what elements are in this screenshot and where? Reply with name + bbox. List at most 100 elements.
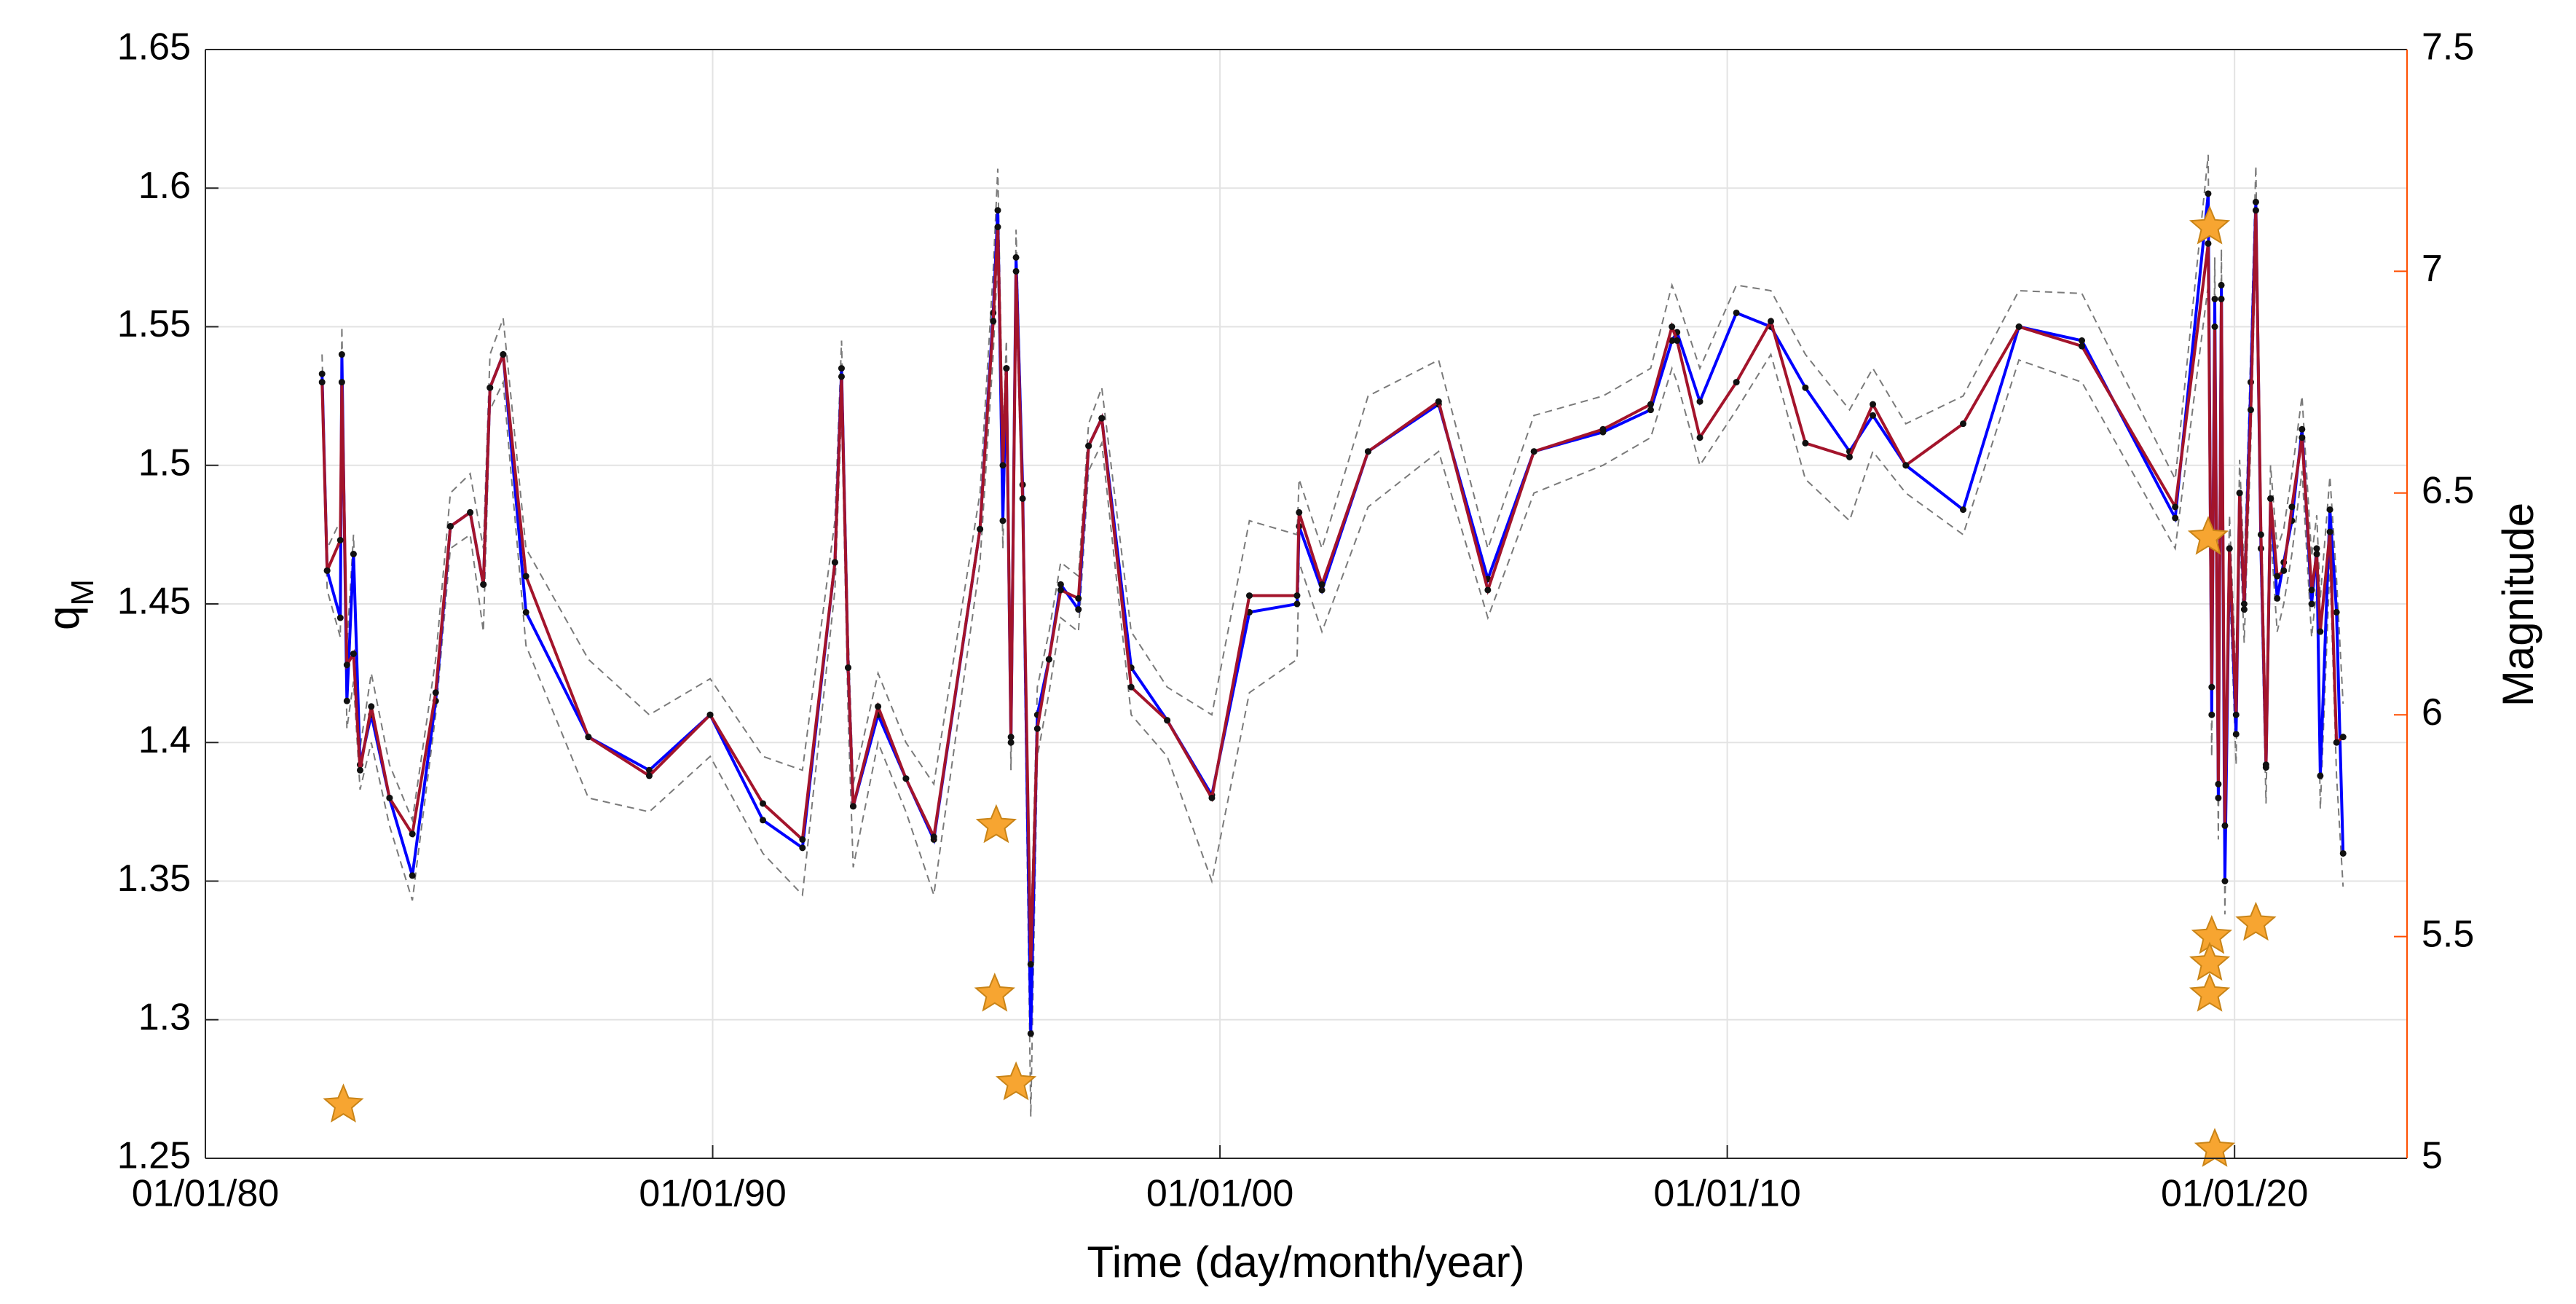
data-point [1802, 439, 1809, 447]
data-point [1085, 442, 1092, 449]
data-point [930, 833, 937, 841]
data-point [2218, 281, 2225, 288]
data-point [1696, 434, 1703, 441]
data-point [2236, 490, 2243, 497]
data-point [1674, 337, 1681, 345]
data-point [2299, 425, 2306, 433]
data-point [338, 351, 345, 358]
x-tick-label: 01/01/10 [1653, 1173, 1800, 1215]
data-point [1012, 267, 1020, 275]
data-point [1669, 323, 1676, 330]
data-point [1007, 739, 1015, 746]
star-marker [323, 1083, 364, 1123]
data-point [2215, 780, 2222, 787]
data-point [799, 844, 806, 852]
data-point [994, 207, 1001, 214]
data-point [2015, 323, 2022, 330]
y-axis-label-main: q [39, 606, 88, 630]
data-point [2208, 711, 2215, 718]
data-point [1019, 495, 1026, 502]
data-point [1960, 420, 1967, 428]
data-point [2333, 608, 2340, 616]
data-point [645, 772, 653, 779]
data-point [356, 766, 363, 774]
data-point [1647, 401, 1654, 408]
y-tick-label: 1.45 [117, 581, 191, 623]
data-point [1075, 594, 1082, 602]
y2-tick-label: 7 [2422, 248, 2443, 290]
data-point [760, 800, 767, 807]
data-point [2211, 323, 2218, 330]
y2-tick-label: 6.5 [2422, 470, 2474, 512]
data-point [1870, 401, 1877, 408]
data-point [522, 573, 529, 580]
data-point [409, 872, 416, 879]
data-point [343, 697, 350, 704]
data-point [1733, 379, 1740, 386]
data-point [1057, 581, 1064, 588]
data-point [2339, 734, 2347, 741]
data-point [902, 775, 910, 782]
data-point [350, 650, 357, 657]
data-point [2326, 528, 2333, 535]
data-point [2221, 822, 2229, 829]
data-point [2280, 567, 2288, 574]
data-point [1033, 725, 1041, 732]
data-point [1669, 337, 1676, 345]
data-point [338, 379, 345, 386]
data-point [1245, 592, 1253, 600]
data-point [2313, 545, 2320, 552]
data-point [1802, 384, 1809, 391]
data-point [1007, 734, 1015, 741]
data-point [1012, 254, 1020, 261]
data-point [838, 373, 845, 380]
data-point [849, 803, 856, 810]
data-point [2240, 606, 2248, 613]
y2-axis-label: Magnitude [2494, 503, 2542, 707]
y-tick-label: 1.65 [117, 26, 191, 68]
data-point [1293, 592, 1301, 600]
data-point [487, 384, 494, 391]
data-point [999, 462, 1007, 469]
data-point [2339, 849, 2347, 857]
data-point [1364, 448, 1371, 455]
data-point [336, 536, 344, 543]
data-point [977, 525, 984, 533]
data-point [2221, 878, 2229, 884]
data-point [2079, 342, 2086, 350]
data-point [2299, 434, 2306, 441]
data-point [343, 661, 350, 669]
data-point [1902, 462, 1910, 469]
data-point [2226, 545, 2233, 552]
plot-area [318, 154, 2347, 1167]
data-point [1960, 506, 1967, 514]
y-tick-label: 1.6 [138, 165, 191, 207]
data-point [1870, 412, 1877, 419]
y2-tick-label: 5.5 [2422, 913, 2474, 955]
data-point [1208, 794, 1216, 801]
data-point [838, 365, 845, 372]
data-point [2267, 495, 2274, 502]
data-point [1075, 606, 1082, 613]
data-point [1057, 586, 1064, 594]
data-point [1318, 586, 1326, 594]
data-point [2205, 190, 2212, 197]
y-tick-label: 1.35 [117, 857, 191, 900]
data-point [500, 351, 507, 358]
data-point [2326, 506, 2333, 514]
data-point [2252, 207, 2259, 214]
data-point [2211, 295, 2218, 302]
data-point [480, 581, 487, 588]
data-point [368, 703, 375, 710]
y-axis-label-subscript: M [65, 579, 101, 606]
data-point [409, 830, 416, 838]
star-marker [2189, 205, 2231, 245]
x-tick-label: 01/01/90 [639, 1173, 786, 1215]
data-point [1164, 717, 1171, 724]
x-axis-label: Time (day/month/year) [1087, 1238, 1524, 1287]
star-marker [995, 1061, 1037, 1101]
data-point [799, 836, 806, 843]
data-point [350, 551, 357, 558]
star-marker [974, 973, 1015, 1012]
